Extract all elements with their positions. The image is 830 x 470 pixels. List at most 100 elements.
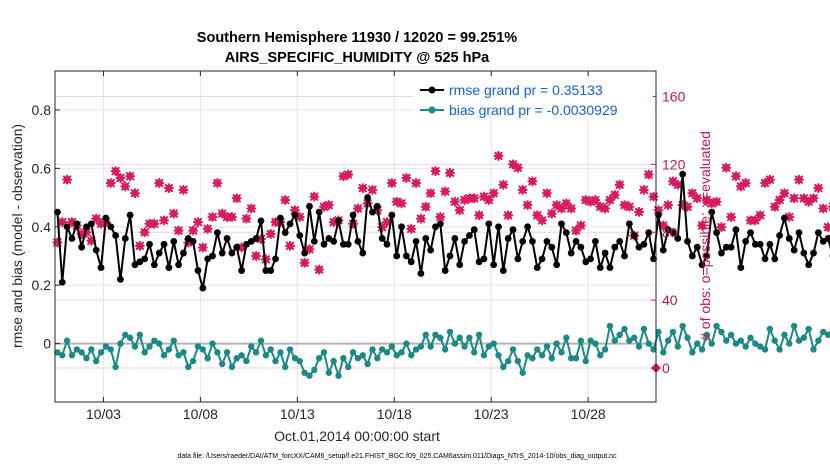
bias-point bbox=[553, 340, 560, 347]
bias-point bbox=[107, 346, 114, 353]
legend-bias-marker bbox=[428, 106, 436, 114]
bias-point bbox=[500, 363, 507, 371]
bias-point bbox=[727, 331, 735, 339]
obs-evaluated-point bbox=[197, 242, 208, 253]
bias-point bbox=[282, 363, 289, 371]
obs-evaluated-point bbox=[425, 188, 436, 199]
bias-point bbox=[189, 357, 197, 365]
rmse-point bbox=[533, 264, 541, 272]
rmse-point bbox=[751, 240, 759, 248]
rmse-point bbox=[645, 229, 653, 237]
obs-evaluated-point bbox=[604, 195, 615, 206]
y-axis-label-right: # of obs: o=possible; ×=evaluated bbox=[697, 131, 713, 341]
rmse-point bbox=[359, 249, 367, 257]
rmse-point bbox=[524, 223, 531, 231]
bias-point bbox=[315, 354, 323, 362]
rmse-point bbox=[509, 226, 517, 234]
chart-title-line2: AIRS_SPECIFIC_HUMIDITY @ 525 hPa bbox=[225, 50, 490, 66]
rmse-point bbox=[354, 237, 362, 245]
bias-point bbox=[621, 325, 628, 333]
obs-evaluated-point bbox=[415, 213, 426, 224]
obs-evaluated-point bbox=[115, 172, 126, 183]
rmse-point bbox=[756, 240, 764, 248]
rmse-point bbox=[708, 208, 716, 216]
obs-evaluated-point bbox=[532, 210, 543, 221]
obs-evaluated-point bbox=[246, 203, 257, 214]
bias-point bbox=[97, 349, 105, 356]
rmse-point bbox=[412, 237, 420, 245]
rmse-point bbox=[790, 246, 798, 254]
bias-point bbox=[781, 331, 788, 339]
obs-evaluated-point bbox=[551, 200, 562, 211]
obs-evaluated-point bbox=[789, 193, 800, 204]
bias-point bbox=[267, 346, 274, 353]
obs-evaluated-point bbox=[178, 184, 189, 195]
obs-evaluated-point bbox=[692, 193, 703, 204]
rmse-point bbox=[630, 232, 638, 239]
obs-evaluated-point bbox=[808, 193, 819, 204]
obs-evaluated-point bbox=[289, 205, 300, 216]
rmse-point bbox=[160, 240, 168, 248]
bias-point bbox=[475, 331, 483, 339]
obs-evaluated-point bbox=[716, 222, 727, 233]
rmse-point bbox=[436, 220, 444, 228]
obs-evaluated-point bbox=[445, 167, 456, 178]
rmse-point bbox=[407, 258, 415, 266]
rmse-point bbox=[315, 208, 323, 216]
bias-point bbox=[456, 334, 463, 341]
bias-point bbox=[815, 337, 822, 344]
y-tick-label-left: 0 bbox=[43, 336, 51, 352]
bias-point bbox=[228, 363, 236, 371]
bias-point bbox=[776, 346, 783, 353]
bias-point bbox=[88, 346, 95, 353]
rmse-point bbox=[592, 237, 599, 245]
rmse-point bbox=[141, 255, 149, 263]
bias-point bbox=[209, 340, 216, 347]
bias-point bbox=[199, 346, 207, 353]
bias-point bbox=[504, 357, 512, 365]
x-axis-label: Oct.01,2014 00:00:00 start bbox=[274, 428, 440, 444]
obs-evaluated-point bbox=[760, 178, 771, 189]
rmse-point bbox=[465, 232, 473, 239]
rmse-point bbox=[674, 235, 682, 242]
rmse-point bbox=[117, 275, 124, 283]
obs-evaluated-point bbox=[541, 188, 552, 199]
bias-point bbox=[374, 354, 381, 362]
rmse-point bbox=[267, 267, 275, 274]
bias-point bbox=[248, 343, 255, 350]
bias-point bbox=[185, 363, 192, 371]
y-tick-label-right: 120 bbox=[662, 156, 686, 172]
obs-evaluated-point bbox=[255, 234, 266, 245]
bias-point bbox=[732, 340, 740, 347]
bias-point bbox=[349, 349, 357, 356]
obs-evaluated-point bbox=[672, 179, 683, 190]
bias-point bbox=[272, 357, 279, 365]
x-tick-label: 10/28 bbox=[571, 406, 606, 422]
rmse-point bbox=[427, 246, 435, 254]
rmse-point bbox=[194, 267, 202, 274]
bias-point bbox=[335, 372, 342, 379]
rmse-point bbox=[422, 235, 430, 242]
obs-evaluated-point bbox=[454, 205, 465, 216]
obs-evaluated-point bbox=[537, 215, 548, 226]
obs-evaluated-point bbox=[314, 264, 325, 275]
obs-evaluated-point bbox=[217, 208, 228, 219]
rmse-point bbox=[281, 229, 289, 237]
bias-point bbox=[703, 331, 711, 339]
obs-evaluated-point bbox=[580, 195, 591, 206]
obs-evaluated-point bbox=[323, 200, 334, 211]
obs-evaluated-point bbox=[571, 225, 582, 236]
obs-evaluated-point bbox=[508, 159, 519, 170]
legend: rmse grand pr = 0.35133 bias grand pr = … bbox=[413, 79, 653, 121]
obs-evaluated-point bbox=[391, 196, 402, 207]
bias-point bbox=[650, 346, 657, 353]
rmse-point bbox=[543, 237, 551, 245]
rmse-point bbox=[470, 226, 478, 234]
bias-point bbox=[679, 322, 686, 330]
rmse-point bbox=[383, 240, 391, 248]
obs-evaluated-point bbox=[285, 240, 296, 251]
bias-point bbox=[68, 352, 76, 359]
rmse-point bbox=[456, 261, 464, 269]
rmse-point bbox=[320, 240, 328, 248]
obs-evaluated-point bbox=[396, 198, 407, 209]
